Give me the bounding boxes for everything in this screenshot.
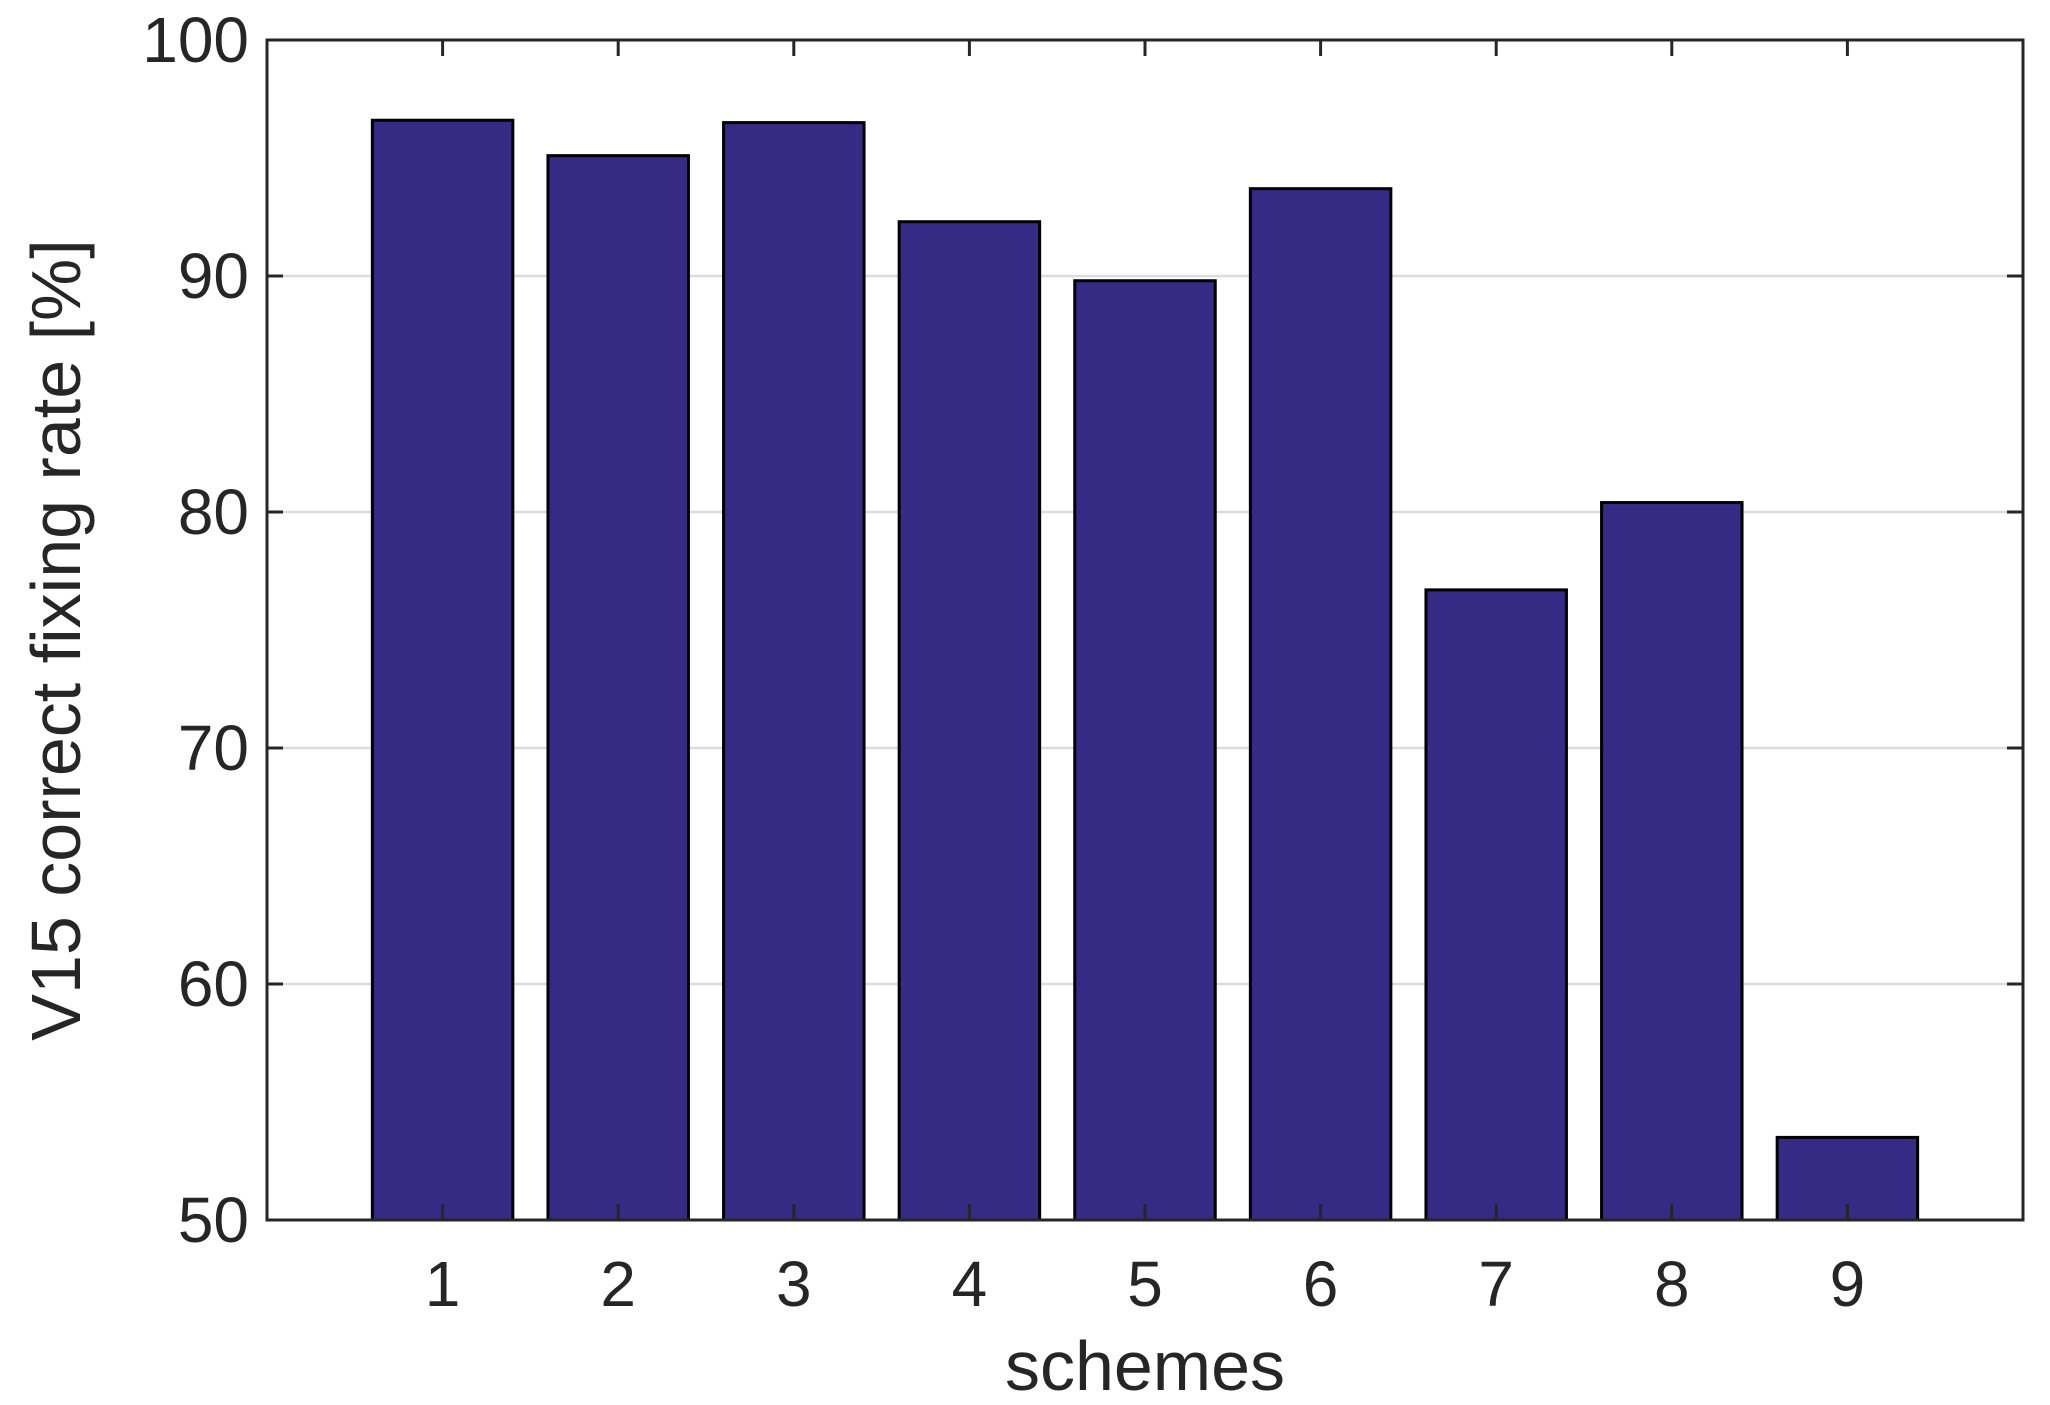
x-axis-label: schemes [1005,1327,1285,1405]
bar-scheme-2 [546,154,690,1222]
bar-scheme-1 [370,118,515,1222]
bar-scheme-5 [1073,279,1217,1222]
bar-scheme-8 [1600,501,1744,1222]
bar-scheme-7 [1424,588,1568,1222]
y-tick-label: 80 [178,476,249,548]
y-tick-label: 90 [178,240,249,312]
x-tick-label: 4 [952,1248,988,1320]
bar-scheme-3 [722,121,866,1222]
x-tick-label: 5 [1127,1248,1163,1320]
x-tick-label: 1 [425,1248,461,1320]
y-tick-label: 60 [178,948,249,1020]
x-tick-label: 8 [1654,1248,1690,1320]
x-tick-label: 7 [1478,1248,1514,1320]
bar-scheme-6 [1248,187,1393,1222]
y-axis-label: V15 correct fixing rate [%] [17,239,95,1040]
bar-scheme-4 [897,220,1042,1222]
x-tick-labels: 1 2 3 4 5 6 7 8 9 [425,1248,1865,1320]
x-tick-label: 2 [600,1248,636,1320]
y-tick-label: 50 [178,1184,249,1256]
x-tick-label: 3 [776,1248,812,1320]
x-tick-label: 9 [1830,1248,1866,1320]
x-tick-label: 6 [1303,1248,1339,1320]
tick-marks [267,38,2023,1222]
y-tick-label: 70 [178,712,249,784]
bars [370,118,1920,1222]
y-tick-label: 100 [142,4,249,76]
y-tick-labels: 50 60 70 80 90 100 [142,4,249,1256]
